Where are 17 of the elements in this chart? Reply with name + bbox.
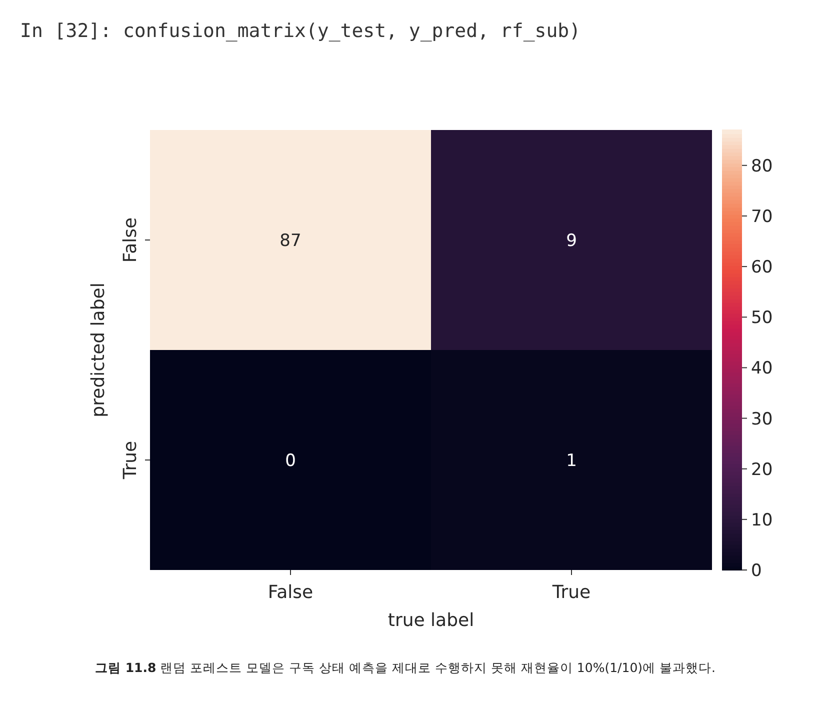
y-axis-title: predicted label bbox=[88, 282, 109, 418]
color-bar-label: 10 bbox=[751, 510, 773, 530]
chart-title: In [32]: confusion_matrix(y_test, y_pred, rf_sub) bbox=[20, 20, 581, 42]
data-label: 87 bbox=[280, 231, 302, 251]
text: 그림 11.8 랜덤 포레스트 모델은 구독 상태 예측을 제대로 수행하지 못해 재현율이 10%(1/10)에 불과했다. bbox=[95, 660, 716, 675]
data-label: 9 bbox=[566, 231, 577, 251]
data-label: 0 bbox=[285, 451, 296, 471]
color-bar-label: 50 bbox=[751, 308, 773, 328]
color-bar-label: 70 bbox=[751, 206, 773, 227]
data-label: 1 bbox=[566, 451, 577, 471]
color-bar-label: 40 bbox=[751, 358, 773, 379]
color-bar-label: 80 bbox=[751, 156, 773, 176]
color-bar-label: 60 bbox=[751, 258, 773, 278]
x-axis-title: true label bbox=[388, 610, 474, 631]
color-bar-label: 30 bbox=[751, 409, 773, 430]
color-bar-label: 20 bbox=[751, 460, 773, 480]
color-bar-label: 0 bbox=[751, 561, 762, 581]
